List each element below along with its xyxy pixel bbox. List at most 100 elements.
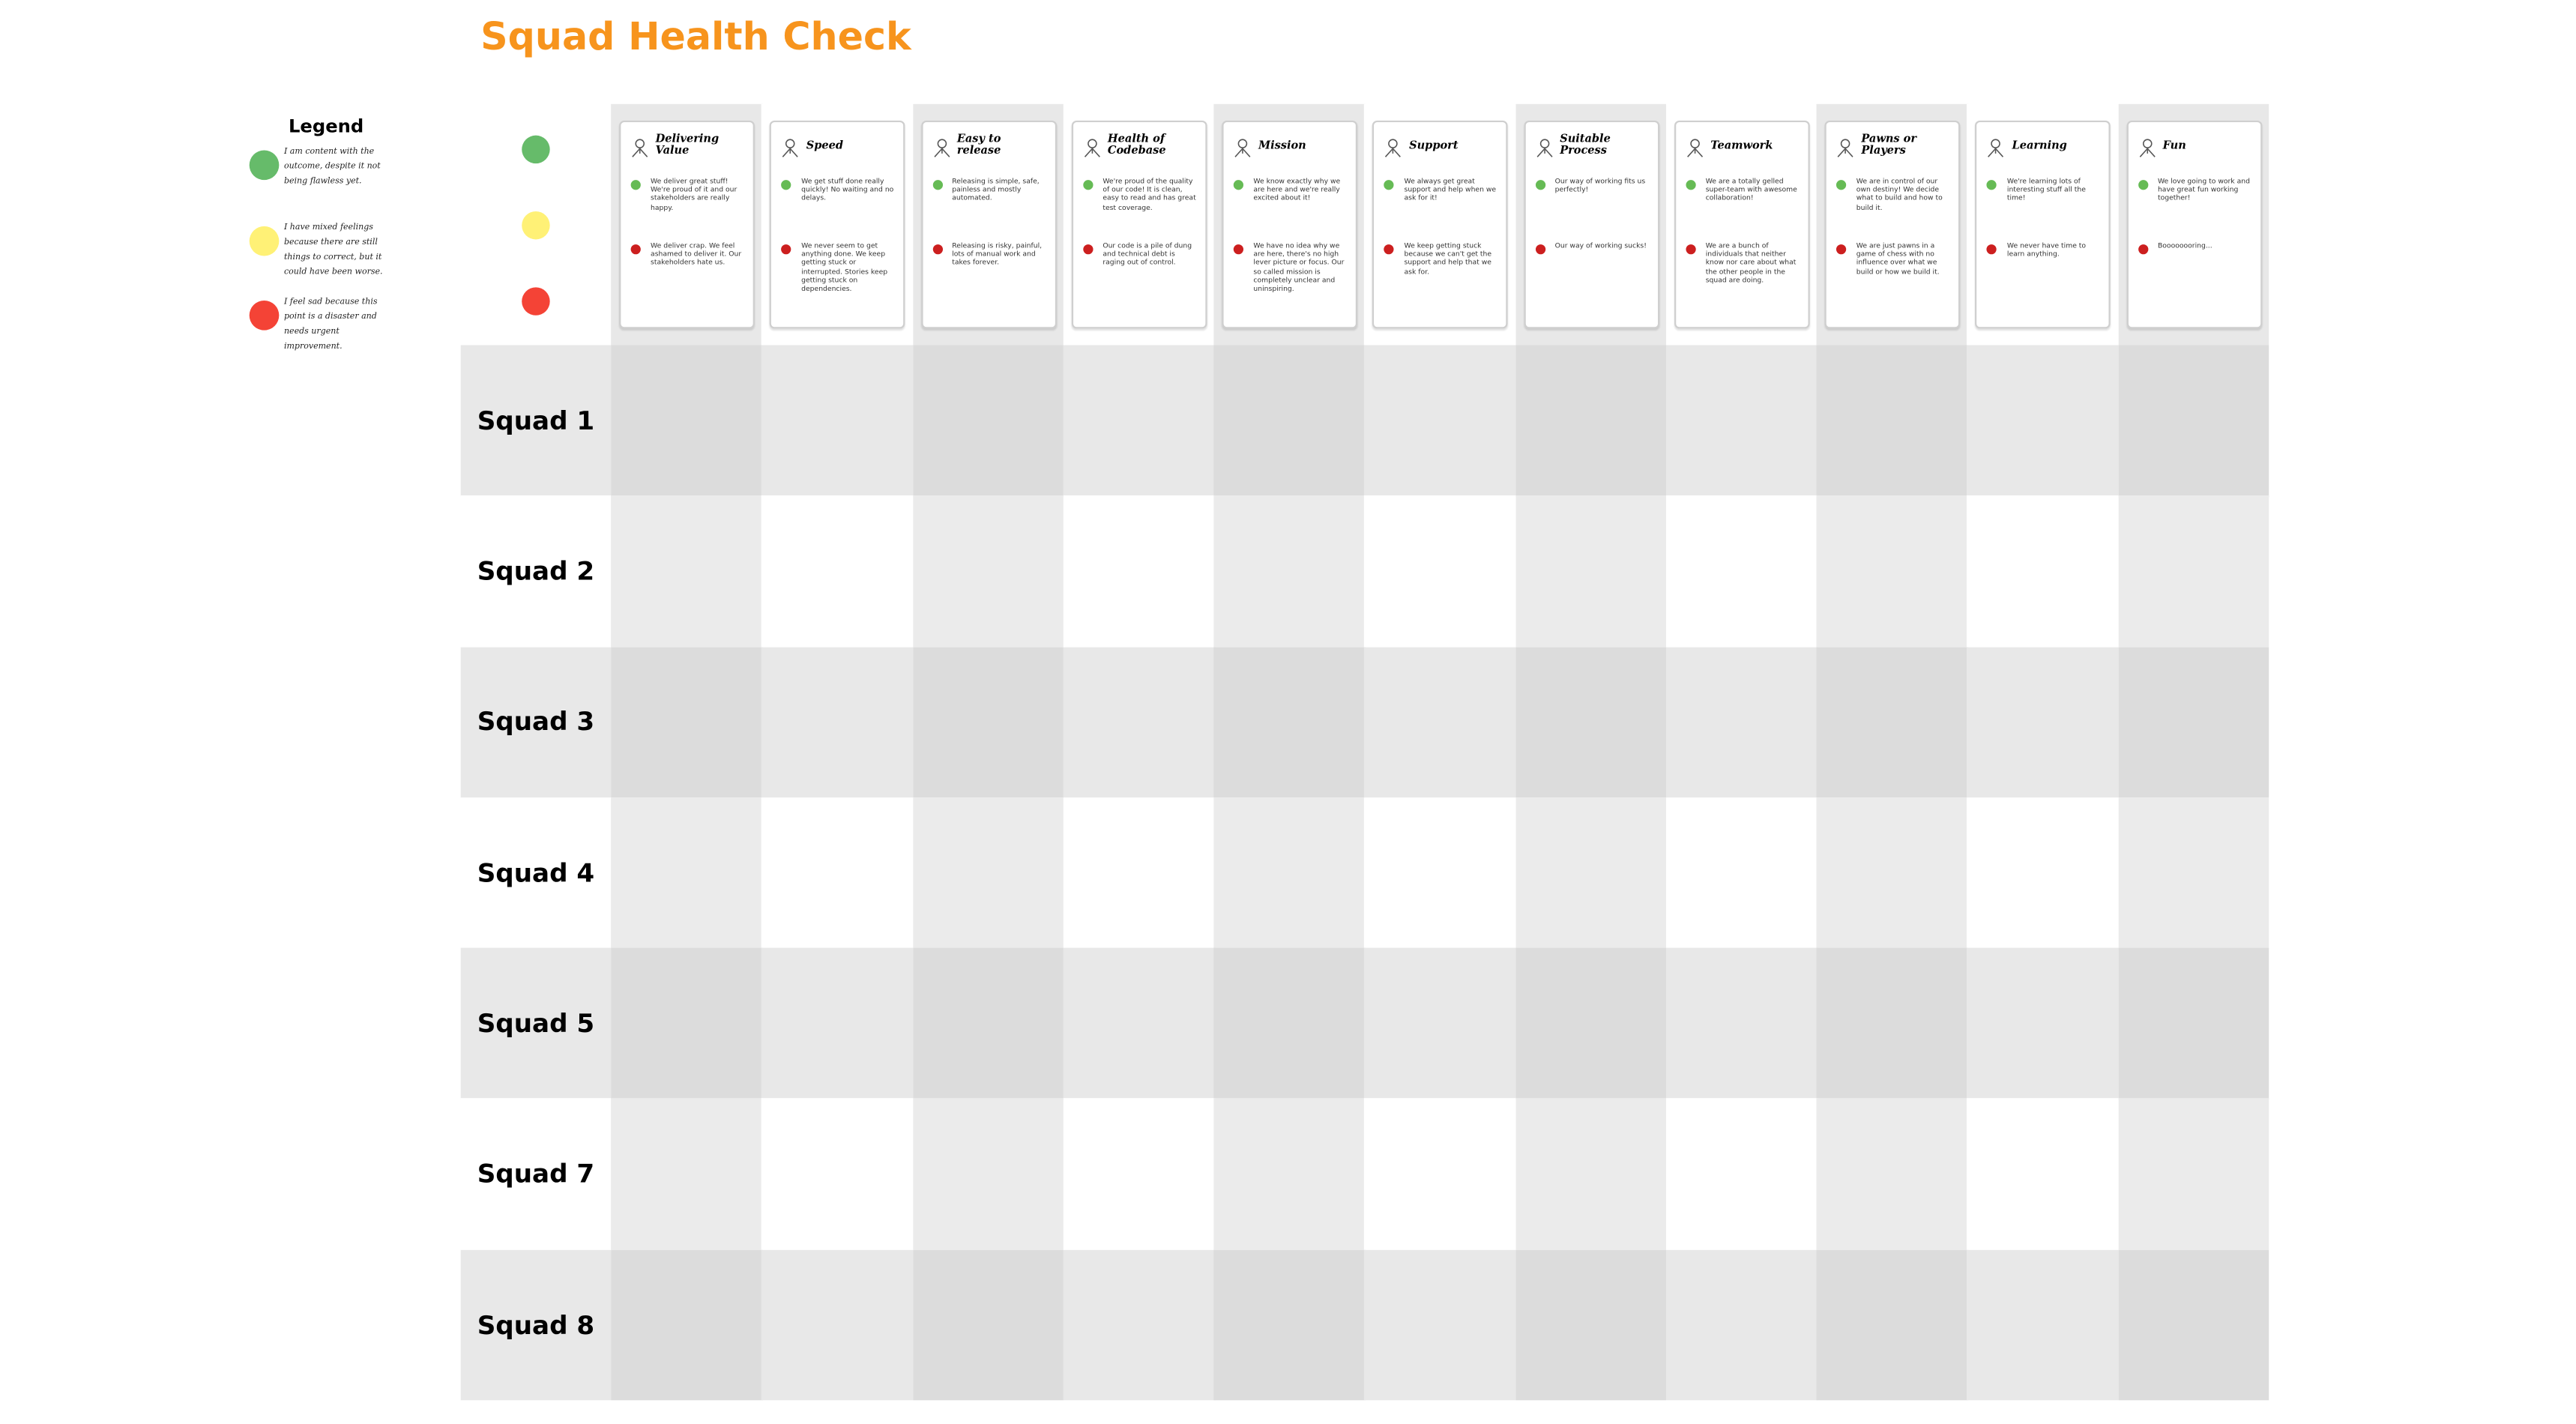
- grid-cell: [2118, 1249, 2270, 1402]
- grid-cell: [912, 947, 1064, 1100]
- grid-cell: [2118, 797, 2270, 950]
- card-title: Speed: [806, 137, 844, 151]
- squad-label: Squad 1: [460, 345, 612, 497]
- grid-cell: [761, 947, 914, 1100]
- card-title: Mission: [1258, 137, 1306, 151]
- icon: [632, 139, 648, 157]
- good-dot: [630, 180, 641, 190]
- card-title: Fun: [2162, 137, 2186, 151]
- squad-label: Squad 7: [460, 1099, 612, 1251]
- grid-cell: [611, 1249, 763, 1402]
- grid-cell: [1213, 495, 1366, 648]
- grid-cell: [1665, 947, 1818, 1100]
- header-dot: [522, 211, 550, 240]
- grid-cell: [611, 495, 763, 648]
- legend-dot: [249, 225, 280, 256]
- bad-dot: [1384, 244, 1395, 255]
- bad-text: Boooooooring...: [2157, 241, 2212, 250]
- squad-label: Squad 5: [460, 947, 612, 1100]
- grid-cell: [1665, 1249, 1818, 1402]
- grid-cell: [1665, 1099, 1818, 1251]
- grid-cell: [1816, 947, 1969, 1100]
- grid-cell: [611, 947, 763, 1100]
- criterion-card: Support We always get great support and h…: [1372, 120, 1509, 329]
- bad-dot: [630, 244, 641, 255]
- good-dot: [1686, 180, 1696, 190]
- icon: [1084, 139, 1100, 157]
- good-dot: [1836, 180, 1847, 190]
- grid-cell: [761, 345, 914, 497]
- grid-cell: [1213, 345, 1366, 497]
- criterion-card: Learning We're learning lots of interesti…: [1976, 120, 2111, 329]
- page-title: Squad Health Check: [480, 16, 911, 60]
- bad-text: We have no idea why we are here, there's…: [1253, 241, 1345, 293]
- grid-cell: [1967, 1099, 2120, 1251]
- good-dot: [1535, 180, 1545, 190]
- grid-cell: [1364, 345, 1516, 497]
- grid-cell: [1967, 495, 2120, 648]
- good-text: We deliver great stuff! We're proud of i…: [651, 176, 737, 211]
- bad-dot: [1987, 244, 1997, 255]
- bad-text: Our code is a pile of dung and technical…: [1103, 241, 1192, 267]
- grid-cell: [912, 797, 1064, 950]
- bad-text: Releasing is risky, painful, lots of man…: [952, 241, 1043, 267]
- good-dot: [932, 180, 942, 190]
- grid-cell: [1816, 1249, 1969, 1402]
- card-icon: [931, 133, 953, 157]
- legend-title: Legend: [288, 115, 364, 137]
- card-title: Support: [1409, 137, 1459, 151]
- grid-cell: [761, 797, 914, 950]
- legend-text: I am content with the outcome, despite i…: [283, 147, 381, 187]
- card-icon: [1985, 133, 2007, 157]
- grid-cell: [912, 345, 1064, 497]
- grid-cell: [2118, 1099, 2270, 1251]
- grid-cell: [1213, 1249, 1366, 1402]
- icon: [1536, 139, 1552, 157]
- grid-cell: [761, 646, 914, 798]
- criterion-card: Teamwork We are a totally gelled super-te…: [1674, 120, 1810, 329]
- grid-cell: [1515, 345, 1667, 497]
- card-title: Suitable Process: [1560, 132, 1611, 157]
- grid-cell: [1063, 947, 1215, 1100]
- criterion-card: Health of Codebase We're proud of the qua…: [1071, 120, 1207, 329]
- icon: [1837, 139, 1853, 157]
- grid-cell: [1515, 1099, 1667, 1251]
- grid-cell: [1063, 345, 1215, 497]
- grid-cell: [912, 646, 1064, 798]
- icon: [782, 139, 799, 157]
- bad-dot: [2138, 244, 2148, 255]
- criterion-card: Easy to release Releasing is simple, safe…: [920, 120, 1057, 329]
- bad-text: We are just pawns in a game of chess wit…: [1856, 241, 1940, 276]
- legend-text: I have mixed feelings because there are …: [283, 222, 383, 277]
- good-text: We always get great support and help whe…: [1404, 176, 1497, 202]
- grid-cell: [1816, 646, 1969, 798]
- card-title: Pawns or Players: [1861, 132, 1916, 157]
- bad-dot: [932, 244, 942, 255]
- bad-text: We are a bunch of individuals that neith…: [1705, 241, 1797, 284]
- grid-cell: [1213, 947, 1366, 1100]
- grid-cell: [611, 345, 763, 497]
- good-text: We love going to work and have great fun…: [2157, 176, 2250, 202]
- grid-cell: [2118, 495, 2270, 648]
- grid-cell: [611, 797, 763, 950]
- grid-cell: [1967, 646, 2120, 798]
- grid-cell: [912, 1099, 1064, 1251]
- bad-text: We never have time to learn anything.: [2006, 241, 2087, 259]
- grid-cell: [2118, 646, 2270, 798]
- bad-dot: [781, 244, 791, 255]
- good-text: Releasing is simple, safe, painless and …: [952, 176, 1040, 202]
- good-text: Our way of working fits us perfectly!: [1554, 176, 1646, 194]
- grid-cell: [1364, 646, 1516, 798]
- grid-cell: [1515, 797, 1667, 950]
- grid-cell: [1515, 495, 1667, 648]
- grid-cell: [912, 495, 1064, 648]
- criterion-card: Suitable Process Our way of working fits …: [1523, 120, 1659, 329]
- grid-cell: [1063, 797, 1215, 950]
- good-dot: [1987, 180, 1997, 190]
- bad-text: We never seem to get anything done. We k…: [801, 241, 888, 293]
- card-icon: [1232, 133, 1254, 157]
- grid-cell: [1816, 495, 1969, 648]
- card-icon: [1383, 133, 1405, 157]
- good-text: We know exactly why we are here and we'r…: [1253, 176, 1341, 202]
- grid-cell: [1967, 797, 2120, 950]
